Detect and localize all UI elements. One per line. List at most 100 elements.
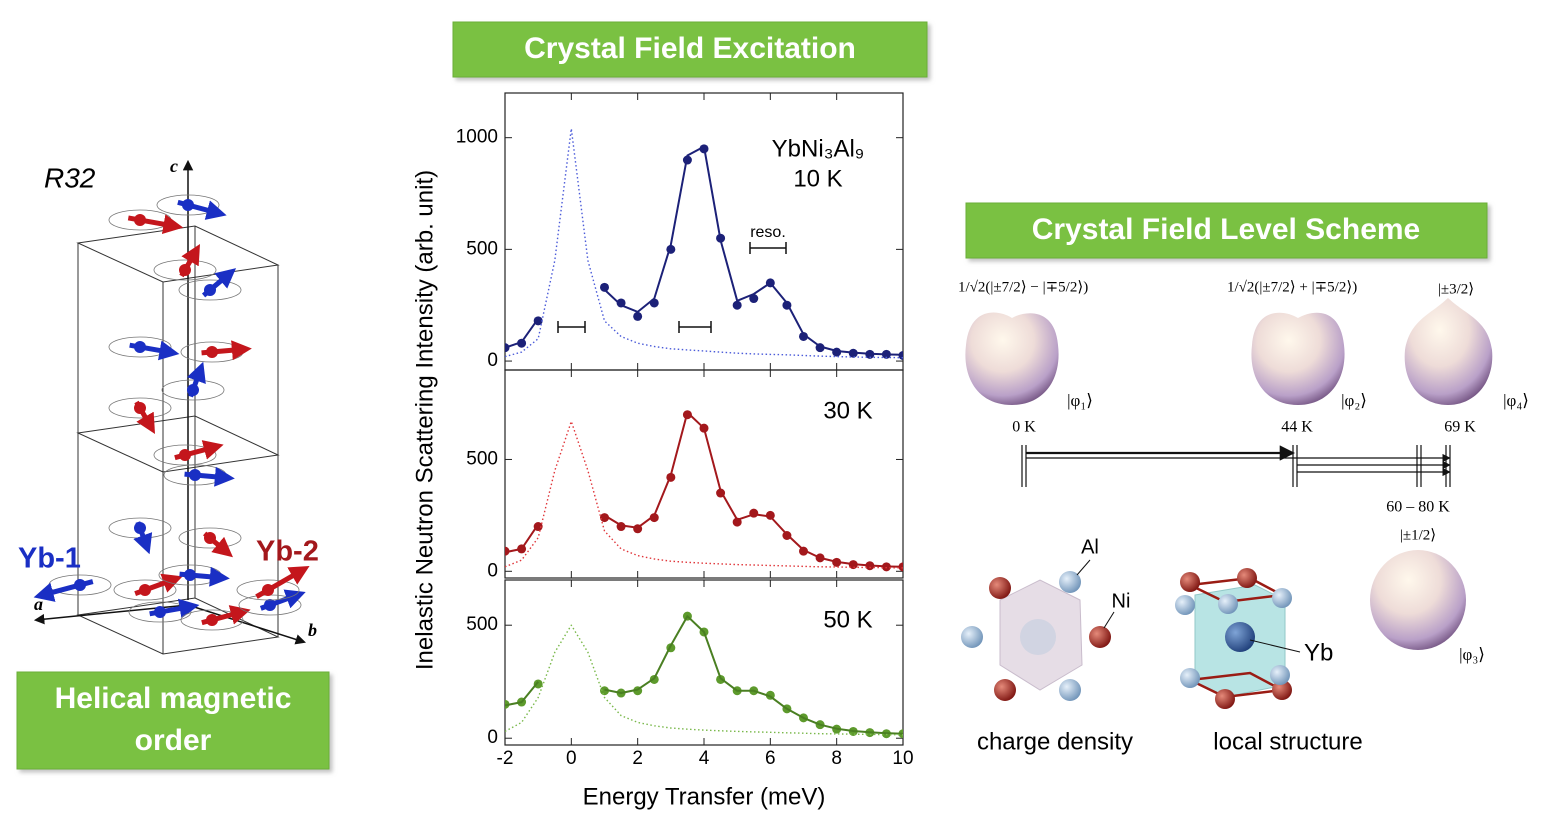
atom — [961, 626, 983, 648]
leader — [1249, 639, 1301, 653]
series-layer — [505, 410, 903, 572]
orbital — [1251, 312, 1345, 405]
unit-cell-edges — [77, 226, 279, 654]
annotation: 30 K — [823, 397, 872, 424]
y-tick-label: 500 — [466, 448, 498, 469]
y-tick-label: 0 — [487, 727, 498, 748]
state-label: |φ₄⟩ — [1503, 391, 1529, 410]
atom — [134, 402, 146, 414]
caption-box — [16, 671, 330, 770]
state-label: |φ₁⟩ — [1067, 391, 1093, 410]
component-line — [505, 420, 903, 569]
atom — [994, 679, 1016, 701]
atom — [262, 584, 274, 596]
wavefunction: |±1/2⟩ — [1400, 527, 1436, 543]
annotation: 50 K — [823, 606, 872, 633]
fit-line — [505, 615, 903, 735]
y-tick-label: 500 — [466, 614, 498, 635]
atom — [74, 579, 86, 591]
y-tick-label: 0 — [487, 350, 498, 371]
annotation: reso. — [750, 224, 786, 241]
local-structure-model — [1175, 568, 1301, 709]
atom — [1175, 595, 1195, 615]
atom — [1180, 572, 1200, 592]
atom-label: Yb — [1304, 639, 1333, 666]
axis-label: c — [170, 156, 178, 176]
atom — [989, 577, 1011, 599]
axis-label: b — [308, 620, 317, 640]
data-point — [633, 311, 643, 321]
atom — [1059, 571, 1081, 593]
annotation: YbNi₃Al₉ — [772, 135, 865, 162]
series-layer — [505, 611, 903, 739]
atom — [1225, 622, 1255, 652]
atom — [134, 522, 146, 534]
spin-orbit — [178, 279, 242, 301]
resolution-bars — [557, 242, 787, 333]
x-tick-label: 2 — [632, 748, 643, 769]
x-tick-label: 8 — [831, 748, 842, 769]
atom — [1059, 679, 1081, 701]
model-caption: local structure — [1213, 728, 1362, 755]
atom — [1272, 680, 1292, 700]
wavefunction: |±3/2⟩ — [1438, 281, 1474, 297]
spins — [33, 194, 310, 631]
atom — [179, 264, 191, 276]
component-line — [505, 624, 903, 736]
atom — [1218, 594, 1238, 614]
data-point — [600, 686, 609, 696]
data-point — [600, 513, 609, 523]
plot-frame — [504, 579, 904, 746]
x-tick-label: 4 — [699, 748, 710, 769]
atom — [187, 384, 199, 396]
scheme-title: Crystal Field Level Scheme — [1032, 213, 1421, 246]
resolution-bar — [678, 321, 712, 333]
level-lines — [1021, 445, 1451, 487]
atom — [264, 599, 276, 611]
orbitals — [965, 298, 1493, 650]
energy-label: 60 – 80 K — [1386, 499, 1450, 516]
fit-line — [505, 411, 903, 568]
space-group: R32 — [44, 162, 96, 193]
spin-orbit — [178, 527, 242, 549]
atom — [204, 532, 216, 544]
state-label: |φ₂⟩ — [1341, 391, 1367, 410]
site-label: Yb-2 — [256, 536, 319, 568]
x-tick-label: -2 — [497, 748, 514, 769]
axis-label: a — [34, 594, 43, 614]
title-box — [965, 202, 1488, 259]
y-axis-label: Inelastic Neutron Scattering Intensity (… — [411, 170, 438, 670]
component-line — [505, 127, 903, 359]
data-point — [749, 294, 759, 304]
data-point — [732, 300, 742, 310]
x-tick-label: 10 — [892, 748, 913, 769]
series-layer — [505, 127, 903, 360]
atom-label: Ni — [1112, 590, 1131, 612]
atom — [1180, 668, 1200, 688]
energy-label: 69 K — [1444, 419, 1476, 436]
atom — [206, 614, 218, 626]
energy-label: 44 K — [1281, 419, 1313, 436]
atom — [204, 284, 216, 296]
data-point — [799, 331, 808, 341]
atom — [179, 449, 191, 461]
caption: order — [135, 724, 212, 757]
wavefunction: 1/√2(|±7/2⟩ − |∓5/2⟩) — [958, 279, 1088, 295]
atom — [182, 199, 194, 211]
atom — [1272, 588, 1292, 608]
energy-label: 0 K — [1012, 419, 1036, 436]
fit-line — [505, 145, 903, 356]
resolution-bar — [749, 242, 787, 254]
atom — [1270, 665, 1290, 685]
leader — [1103, 611, 1115, 629]
atom — [1237, 568, 1257, 588]
data-point — [517, 338, 527, 348]
resolution-bar — [557, 321, 586, 333]
site-label: Yb-1 — [18, 543, 81, 575]
data-point — [600, 282, 609, 292]
atom — [134, 341, 146, 353]
atom — [1020, 619, 1056, 655]
y-tick-label: 500 — [466, 238, 498, 259]
leader — [1076, 559, 1091, 576]
